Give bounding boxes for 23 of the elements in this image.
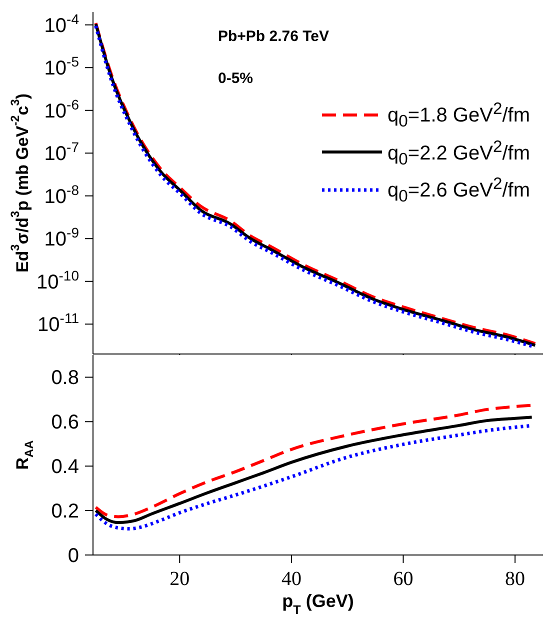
x-axis-title: p$_{T}$ (GeV) (282, 591, 354, 617)
legend-label: q$_{0}$=1.8 GeV$^{2}$/fm (388, 98, 530, 133)
y-tick-label: 10$^{-5}$ (44, 54, 80, 80)
y-tick-label: 10$^{-9}$ (44, 224, 80, 251)
annotation: 0-5% (218, 70, 254, 87)
y-tick-label: 10$^{-8}$ (44, 182, 80, 208)
legend-label: q$_{0}$=2.6 GeV$^{2}$/fm (388, 173, 530, 208)
y-tick-label: 10$^{-7}$ (44, 139, 80, 166)
y-tick-label: 0.8 (51, 367, 79, 390)
y-tick-label: 10$^{-4}$ (44, 10, 80, 37)
y-tick-label: 10$^{-6}$ (44, 96, 80, 122)
legend-label: q$_{0}$=2.2 GeV$^{2}$/fm (388, 136, 530, 170)
y-tick-label: 0 (68, 545, 79, 567)
y-tick-label: 0.4 (51, 456, 79, 478)
x-tick-label: 40 (281, 568, 302, 590)
x-tick-label: 20 (170, 568, 190, 590)
y-tick-label: 0.6 (51, 412, 79, 434)
annotation: Pb+Pb 2.76 TeV (218, 28, 330, 45)
x-tick-label: 60 (393, 568, 414, 590)
y-tick-label: 10$^{-11}$ (38, 310, 80, 336)
y-tick-label: 10$^{-10}$ (36, 267, 80, 294)
y-tick-label: 0.2 (51, 500, 79, 523)
x-tick-label: 80 (505, 568, 526, 590)
